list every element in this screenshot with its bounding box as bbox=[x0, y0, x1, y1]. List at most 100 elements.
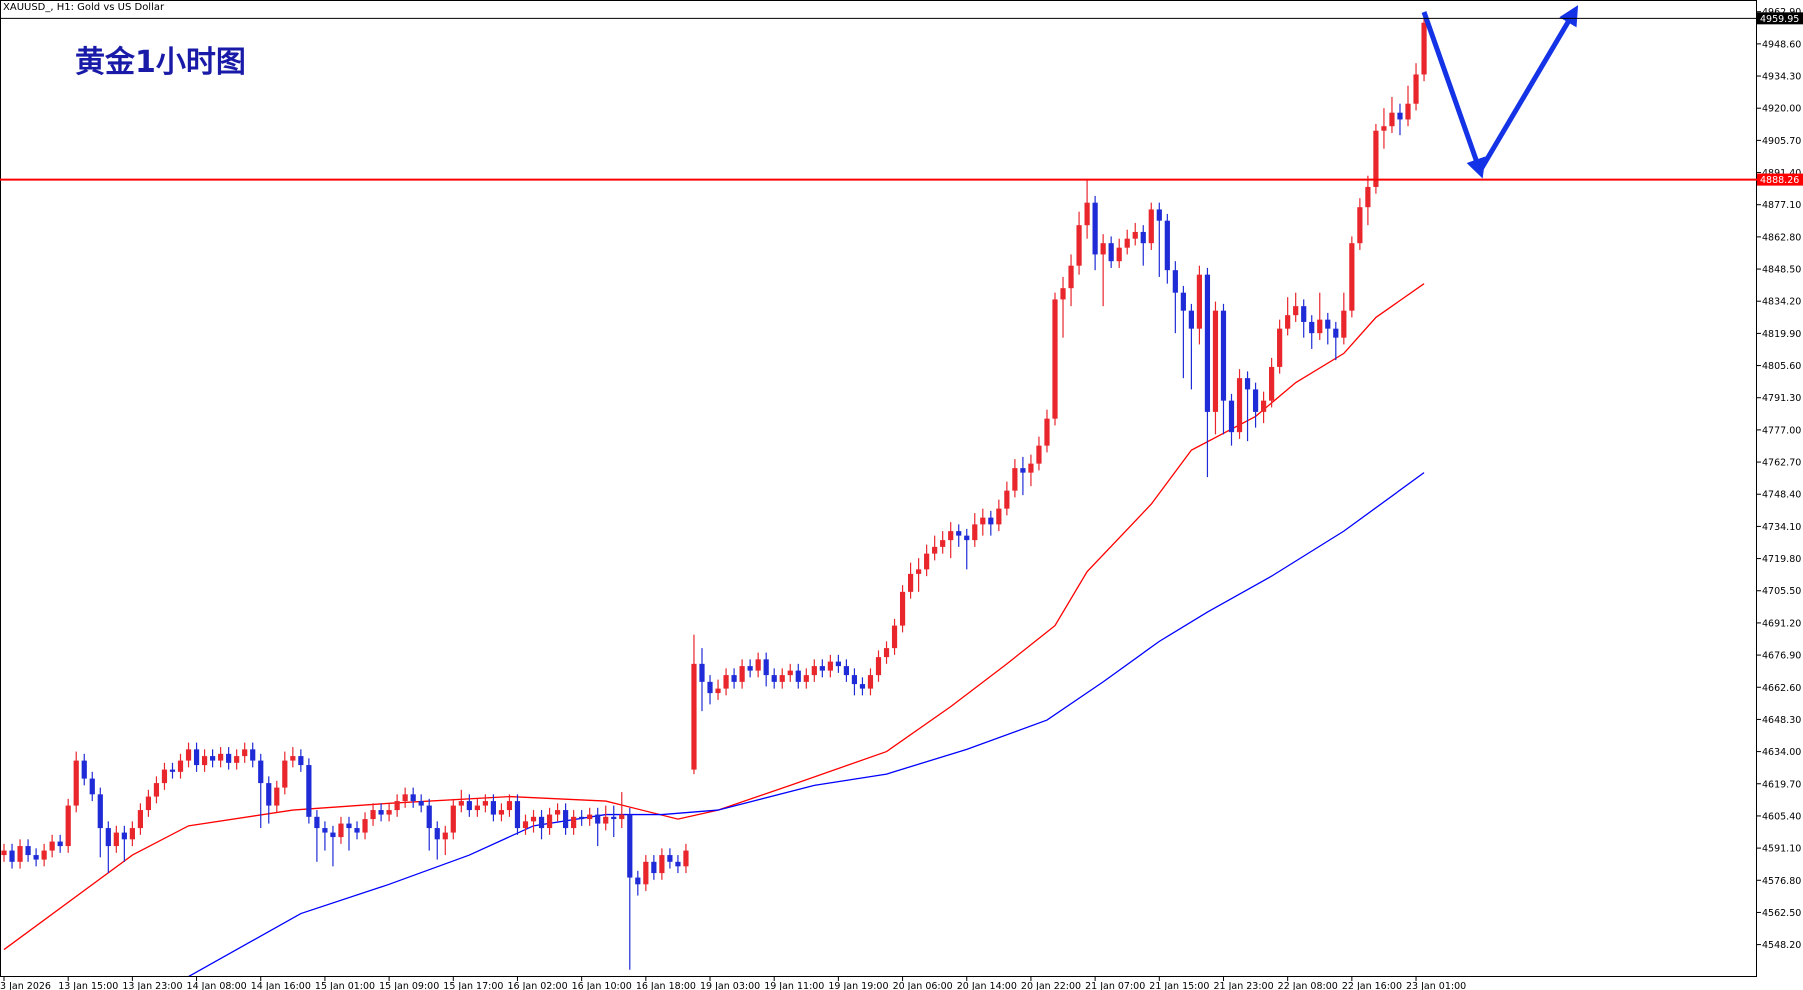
candle-body bbox=[651, 861, 657, 874]
candle-body bbox=[1309, 321, 1315, 334]
candle-body bbox=[458, 801, 464, 806]
y-tick-label: 4591.10 bbox=[1762, 844, 1801, 855]
candle-body bbox=[811, 666, 817, 676]
candle-body bbox=[867, 675, 874, 689]
candle-body bbox=[538, 816, 545, 829]
candle-body bbox=[739, 666, 745, 682]
candle-body bbox=[883, 648, 890, 658]
candle-body bbox=[1052, 299, 1058, 419]
candle-body bbox=[1397, 112, 1403, 120]
candle-body bbox=[1012, 468, 1018, 491]
y-tick-label: 4891.40 bbox=[1762, 168, 1801, 179]
candle-body bbox=[554, 810, 561, 815]
candle-body bbox=[627, 814, 633, 878]
candle-body bbox=[402, 794, 408, 802]
y-tick-label: 4862.80 bbox=[1762, 232, 1801, 243]
candle-body bbox=[996, 508, 1002, 525]
candle-body bbox=[1188, 310, 1194, 329]
candle-body bbox=[1405, 103, 1411, 120]
candle-body bbox=[1389, 112, 1395, 127]
price-label-box bbox=[1757, 12, 1803, 25]
candle-body bbox=[643, 861, 649, 885]
candle-body bbox=[65, 805, 71, 847]
candle-body bbox=[250, 749, 256, 761]
candle-body bbox=[1349, 243, 1355, 311]
candle-body bbox=[490, 801, 497, 815]
candle-body bbox=[498, 810, 505, 815]
x-tick-label: 13 Jan 2026 bbox=[0, 981, 51, 990]
x-tick-label: 13 Jan 15:00 bbox=[58, 981, 118, 990]
candle-body bbox=[699, 663, 705, 682]
y-tick-label: 4619.70 bbox=[1762, 779, 1801, 790]
candle-body bbox=[346, 823, 352, 829]
candle-body bbox=[1341, 310, 1347, 338]
candle-body bbox=[234, 756, 240, 763]
candle-body bbox=[113, 832, 119, 847]
candle-body bbox=[370, 810, 376, 820]
candle-body bbox=[1180, 292, 1186, 311]
candle-body bbox=[81, 760, 87, 779]
candle-body bbox=[201, 756, 208, 766]
y-tick-label: 4705.50 bbox=[1762, 586, 1801, 597]
forecast-arrow-up bbox=[1477, 5, 1579, 173]
candle-body bbox=[1044, 418, 1050, 446]
x-tick-label: 16 Jan 10:00 bbox=[572, 981, 632, 990]
candle-body bbox=[1068, 265, 1074, 289]
candle-body bbox=[1228, 400, 1235, 433]
y-tick-label: 4548.20 bbox=[1762, 940, 1801, 951]
x-tick-label: 15 Jan 09:00 bbox=[379, 981, 439, 990]
x-tick-label: 15 Jan 17:00 bbox=[443, 981, 503, 990]
y-tick-label: 4819.90 bbox=[1762, 329, 1801, 340]
y-tick-label: 4662.60 bbox=[1762, 683, 1801, 694]
candle-body bbox=[290, 756, 296, 761]
candle-body bbox=[899, 591, 906, 626]
candle-body bbox=[1252, 389, 1259, 412]
candle-body bbox=[715, 688, 721, 694]
candle-body bbox=[1333, 328, 1339, 338]
candle-body bbox=[33, 855, 39, 860]
candle-body bbox=[105, 828, 111, 847]
candle-body bbox=[9, 850, 15, 862]
y-tick-label: 4948.60 bbox=[1762, 39, 1801, 50]
candle-body bbox=[1277, 328, 1283, 367]
candle-body bbox=[466, 801, 472, 811]
candle-body bbox=[1317, 319, 1323, 334]
candle-body bbox=[707, 681, 713, 694]
y-tick-label: 4634.00 bbox=[1762, 747, 1801, 758]
x-tick-label: 19 Jan 19:00 bbox=[828, 981, 888, 990]
candle-body bbox=[1204, 274, 1211, 412]
chart-header: XAUUSD_, H1: Gold vs US Dollar bbox=[3, 2, 165, 13]
candle-body bbox=[851, 675, 858, 685]
candle-body bbox=[322, 828, 328, 833]
x-tick-label: 22 Jan 16:00 bbox=[1342, 981, 1402, 990]
candle-body bbox=[450, 805, 456, 833]
x-tick-label: 21 Jan 15:00 bbox=[1149, 981, 1209, 990]
plot-border bbox=[0, 0, 1757, 977]
candle-body bbox=[579, 816, 585, 820]
candle-body bbox=[129, 828, 135, 840]
candle-body bbox=[1373, 130, 1379, 187]
candle-body bbox=[306, 765, 312, 817]
candle-body bbox=[1421, 22, 1427, 75]
moving-average bbox=[3, 283, 1425, 951]
candle-body bbox=[210, 756, 216, 761]
candle-body bbox=[924, 553, 930, 570]
candle-body bbox=[330, 832, 336, 838]
y-tick-label: 4648.30 bbox=[1762, 715, 1801, 726]
candle-body bbox=[755, 659, 761, 671]
y-tick-label: 4791.30 bbox=[1762, 393, 1801, 404]
candle-body bbox=[1092, 202, 1098, 255]
candle-body bbox=[1148, 209, 1154, 244]
candle-body bbox=[723, 675, 729, 689]
candle-body bbox=[282, 760, 288, 788]
candle-body bbox=[530, 816, 537, 822]
candle-body bbox=[1004, 490, 1010, 509]
candle-body bbox=[964, 535, 970, 541]
y-tick-label: 4905.70 bbox=[1762, 136, 1801, 147]
candle-body bbox=[675, 861, 681, 867]
candle-body bbox=[226, 753, 232, 763]
candle-body bbox=[619, 814, 625, 820]
candle-body bbox=[97, 794, 103, 829]
x-tick-label: 20 Jan 06:00 bbox=[893, 981, 953, 990]
